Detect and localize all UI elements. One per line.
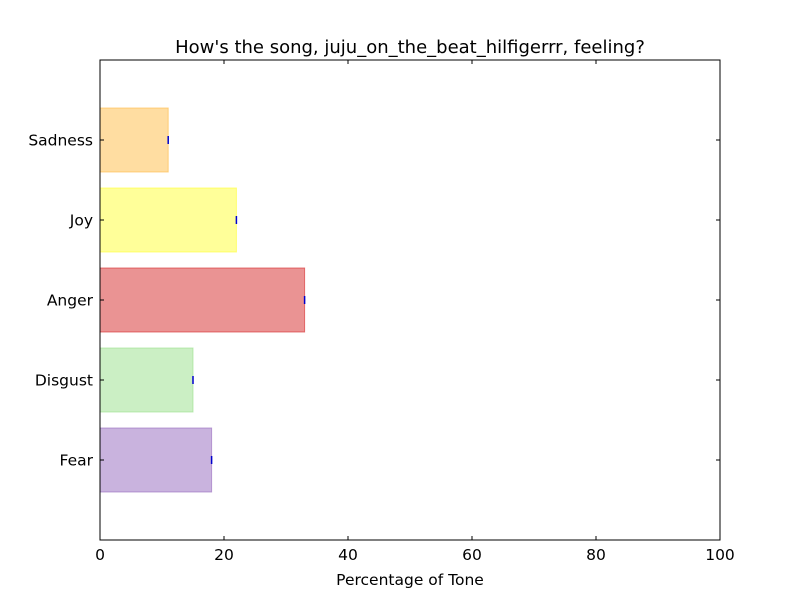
x-tick-label-40: 40 — [338, 546, 358, 564]
x-tick-label-100: 100 — [705, 546, 735, 564]
x-tick-label-60: 60 — [462, 546, 482, 564]
y-tick-label-anger: Anger — [47, 292, 94, 310]
x-tick-label-20: 20 — [214, 546, 234, 564]
y-tick-label-disgust: Disgust — [35, 372, 93, 390]
y-tick-label-joy: Joy — [69, 212, 93, 230]
bars-group — [99, 107, 306, 493]
chart-title: How's the song, juju_on_the_beat_hilfige… — [175, 37, 645, 58]
bar-joy — [99, 187, 237, 253]
bar-sadness — [99, 107, 169, 173]
plot-frame — [99, 59, 721, 541]
x-axis-label: Percentage of Tone — [336, 571, 484, 589]
y-tick-label-sadness: Sadness — [28, 132, 93, 150]
y-tick-label-fear: Fear — [60, 452, 94, 470]
ticks-group: Fear Disgust Anger Joy Sadness 0 20 40 60 80 100 — [28, 60, 735, 564]
bar-anger — [99, 267, 306, 333]
x-tick-label-0: 0 — [95, 546, 105, 564]
bar-disgust — [99, 347, 194, 413]
x-tick-label-80: 80 — [586, 546, 606, 564]
bar-fear — [99, 427, 213, 493]
